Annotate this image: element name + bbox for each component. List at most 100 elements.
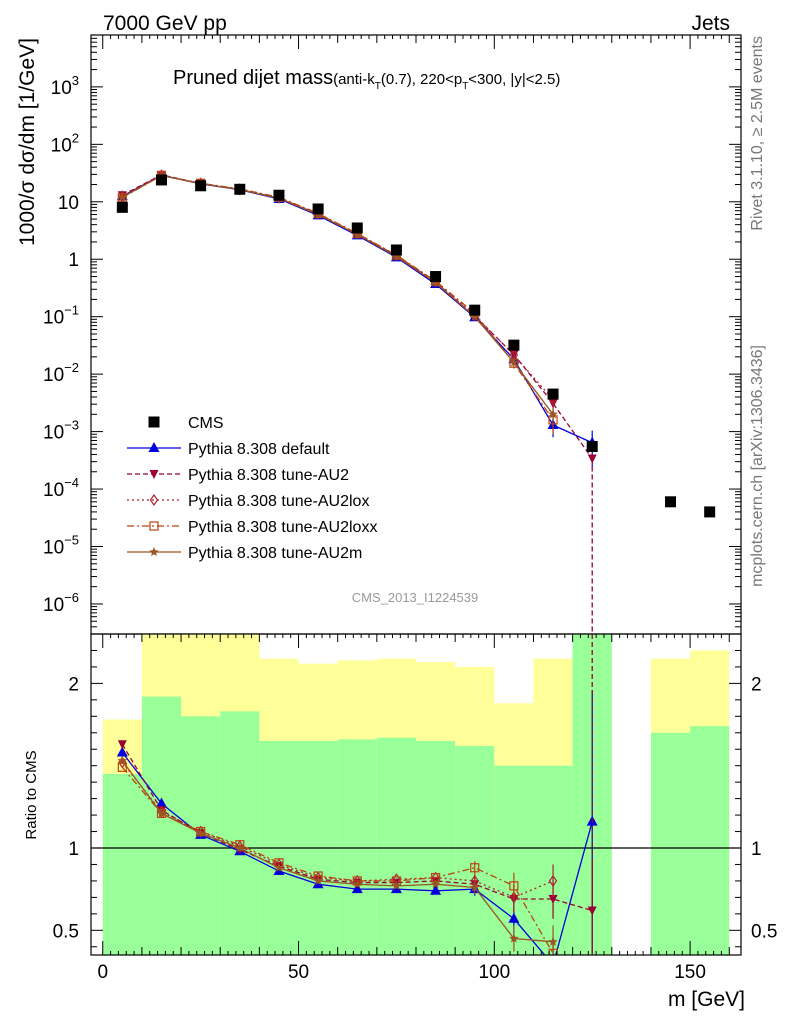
y-tick-label-base: 10 — [51, 78, 72, 99]
y-tick-label: 10−6 — [43, 590, 79, 616]
ratio-tick-label-left: 2 — [68, 674, 79, 695]
ratio-point-au2loxx — [117, 762, 127, 772]
y-tick-label-exp: 3 — [72, 73, 79, 88]
legend-marker-default — [148, 442, 160, 452]
legend-item-au2loxx: Pythia 8.308 tune-AU2loxx — [127, 519, 377, 536]
title-sub-mid: (0.7), 220<p — [381, 71, 462, 88]
y-tick-label-base: 10 — [51, 135, 72, 156]
ratio-point-au2 — [587, 906, 597, 916]
y-axis-label: 1000/σ dσ/dm [1/GeV] — [16, 38, 39, 246]
legend-item-default: Pythia 8.308 default — [127, 441, 330, 458]
header-left: 7000 GeV pp — [103, 12, 227, 35]
ratio-point-au2m — [274, 862, 284, 872]
legend-item-au2m: Pythia 8.308 tune-AU2m — [127, 545, 362, 562]
series-point-au2m — [352, 229, 362, 239]
title-sub-1: T — [375, 81, 381, 92]
legend-label-data: CMS — [188, 415, 224, 432]
legend-item-au2lox: Pythia 8.308 tune-AU2lox — [127, 493, 369, 510]
title-sub-base: (anti-k — [333, 71, 375, 88]
data-point — [116, 201, 128, 213]
y-tick-label-base: 1 — [68, 250, 79, 271]
ratio-point-default — [390, 883, 402, 894]
y-tick-label: 10−1 — [43, 303, 79, 329]
y-tick-label-base: 10 — [43, 423, 64, 444]
data-point — [547, 388, 559, 400]
legend-marker-au2m — [149, 547, 159, 556]
legend-marker-au2lox — [149, 493, 159, 507]
band-inner-14 — [650, 732, 691, 955]
series-line-default — [122, 174, 593, 444]
ratio-point-au2m — [313, 875, 323, 885]
band-inner-9 — [455, 745, 495, 955]
y-tick-label: 102 — [51, 130, 79, 156]
ratio-point-au2m — [430, 879, 441, 889]
legend-marker-au2loxx — [149, 521, 159, 531]
title-main: Pruned dijet mass — [173, 67, 333, 89]
y-tick-label-exp: −3 — [64, 418, 79, 433]
series-au2loxx — [117, 171, 558, 435]
title-sub-2: T — [462, 81, 468, 92]
ratio-point-au2m — [470, 882, 480, 892]
legend-item-data: CMS — [148, 415, 224, 432]
y-axis-ratio: 0.5 0.5 1 1 2 2 — [53, 633, 777, 948]
data-point — [586, 441, 598, 453]
y-tick-label: 10−3 — [43, 418, 79, 444]
data-point — [351, 222, 363, 234]
legend-label-default: Pythia 8.308 default — [188, 441, 330, 458]
series-point-au2m — [470, 311, 480, 321]
y-tick-label-base: 10 — [43, 595, 64, 616]
series-point-au2m — [117, 192, 128, 202]
legend-label-au2lox: Pythia 8.308 tune-AU2lox — [188, 493, 369, 510]
y-tick-label: 103 — [51, 73, 79, 99]
legend-label-au2: Pythia 8.308 tune-AU2 — [188, 467, 349, 484]
ratio-point-au2m — [352, 879, 362, 889]
series-line-au2lox — [122, 174, 554, 401]
y-tick-label-exp: −4 — [64, 475, 79, 490]
y-tick-label-exp: −6 — [64, 590, 79, 605]
ratio-point-au2lox — [548, 874, 558, 887]
band-inner-1 — [141, 696, 182, 955]
title-sub-tail: <300, |y|<2.5) — [468, 71, 560, 88]
data-point — [195, 180, 207, 192]
data-point — [234, 183, 246, 195]
ratio-tick-label-right: 2 — [751, 674, 762, 695]
ratio-point-default — [430, 884, 442, 895]
ratio-point-au2m — [548, 936, 558, 946]
ratio-point-default — [351, 883, 363, 894]
ratio-point-au2lox — [235, 840, 245, 853]
ratio-tick-label-left: 1 — [68, 839, 79, 860]
series-line-au2loxx — [122, 174, 554, 421]
ratio-point-au2m — [117, 755, 128, 765]
series-au2lox — [118, 169, 558, 408]
chart-title: Pruned dijet mass(anti-kT(0.7), 220<pT<3… — [173, 67, 560, 92]
legend-marker-au2 — [149, 470, 159, 479]
y-tick-label-exp: −1 — [64, 303, 79, 318]
band-inner-0 — [102, 773, 142, 955]
y-tick-label: 10−4 — [43, 475, 79, 501]
y-tick-label-base: 10 — [58, 193, 79, 214]
ratio-point-default — [508, 912, 520, 923]
data-series-cms — [116, 174, 716, 518]
ratio-point-au2m — [391, 880, 402, 890]
series-au2m — [117, 170, 558, 424]
band-inner-7 — [376, 737, 416, 955]
ratio-point-default — [116, 746, 128, 757]
band-inner-3 — [220, 711, 260, 955]
x-tick-label: 0 — [97, 962, 108, 983]
ratio-point-au2loxx — [509, 881, 519, 891]
series-point-au2m — [430, 277, 441, 287]
ratio-line-au2m — [121, 760, 554, 943]
y-tick-label: 1 — [68, 250, 79, 271]
x-axis: 0 50 100 150 — [97, 35, 730, 983]
y-tick-label: 10−5 — [43, 533, 79, 559]
series-ratio — [116, 634, 598, 969]
ratio-point-default — [548, 959, 559, 969]
y-tick-label-exp: −2 — [64, 360, 79, 375]
data-point — [273, 189, 285, 201]
y-tick-label-base: 10 — [43, 480, 64, 501]
legend-marker-data — [148, 416, 160, 428]
y-tick-label: 10 — [58, 193, 79, 214]
x-tick-label: 50 — [288, 962, 309, 983]
ratio-point-au2m — [509, 933, 519, 943]
